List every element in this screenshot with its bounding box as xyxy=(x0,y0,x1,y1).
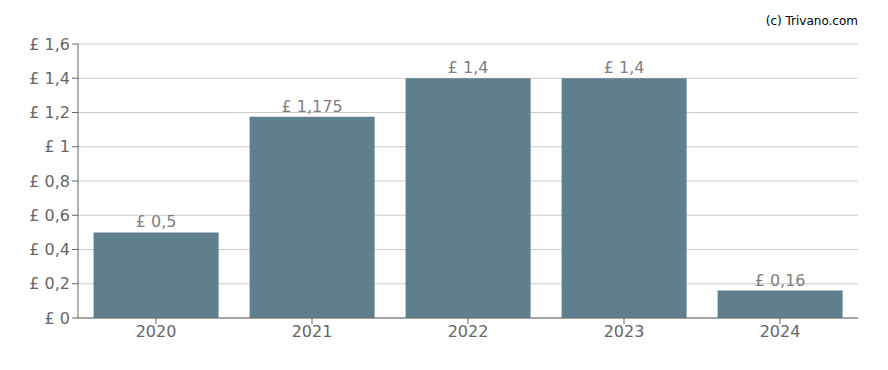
svg-text:£ 0: £ 0 xyxy=(45,309,70,328)
svg-text:2020: 2020 xyxy=(136,322,177,341)
svg-text:£ 1,2: £ 1,2 xyxy=(29,103,70,122)
svg-text:£ 1: £ 1 xyxy=(45,137,70,156)
svg-text:£ 1,4: £ 1,4 xyxy=(448,58,489,77)
svg-text:£ 1,6: £ 1,6 xyxy=(29,35,70,54)
html-text:(c) Trivano.com: (c) Trivano.com xyxy=(765,14,858,28)
svg-text:£ 0,5: £ 0,5 xyxy=(136,212,177,231)
svg-text:£ 0,4: £ 0,4 xyxy=(29,240,70,259)
svg-text:£ 1,4: £ 1,4 xyxy=(604,58,645,77)
svg-text:2024: 2024 xyxy=(760,322,801,341)
svg-text:£ 0,8: £ 0,8 xyxy=(29,172,70,191)
svg-text:2021: 2021 xyxy=(292,322,333,341)
svg-text:2023: 2023 xyxy=(604,322,645,341)
svg-text:£ 0,6: £ 0,6 xyxy=(29,206,70,225)
svg-text:£ 0,2: £ 0,2 xyxy=(29,274,70,293)
svg-text:£ 1,175: £ 1,175 xyxy=(282,97,343,116)
svg-text:2022: 2022 xyxy=(448,322,489,341)
svg-text:£ 0,16: £ 0,16 xyxy=(755,271,806,290)
svg-text:£ 1,4: £ 1,4 xyxy=(29,69,70,88)
